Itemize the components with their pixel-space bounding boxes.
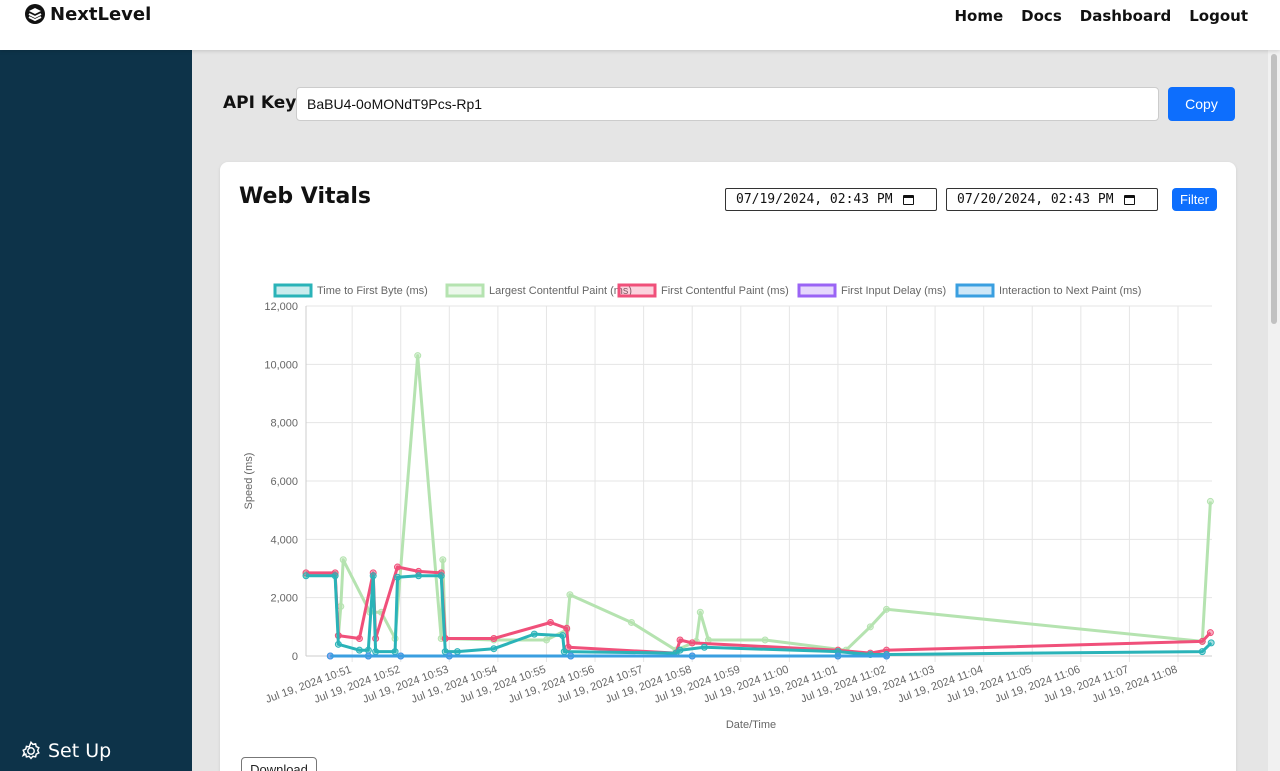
data-point — [327, 653, 333, 659]
data-point — [701, 644, 707, 650]
data-point — [689, 640, 695, 646]
data-point — [454, 649, 460, 655]
sidebar: Set Up — [0, 50, 192, 771]
legend-label: Time to First Byte (ms) — [317, 285, 428, 297]
data-point — [394, 574, 400, 580]
calendar-icon[interactable] — [903, 195, 914, 205]
x-axis-title: Date/Time — [726, 719, 776, 731]
from-date-value: 07/19/2024, 02:43 PM — [736, 192, 893, 207]
y-tick-label: 4,000 — [270, 534, 298, 546]
nav-docs-link[interactable]: Docs — [1021, 7, 1062, 25]
data-point — [867, 624, 873, 630]
data-point — [398, 653, 404, 659]
data-point — [568, 653, 574, 659]
data-point — [835, 653, 841, 659]
data-point — [543, 637, 549, 643]
data-point — [394, 564, 400, 570]
nextlevel-logo-icon — [24, 3, 46, 25]
api-key-label: API Key — [223, 93, 296, 113]
data-point — [365, 653, 371, 659]
from-date-input[interactable]: 07/19/2024, 02:43 PM — [725, 188, 937, 211]
y-tick-label: 2,000 — [270, 593, 298, 605]
data-point — [677, 647, 683, 653]
nav-dashboard-link[interactable]: Dashboard — [1080, 7, 1171, 25]
legend-label: Interaction to Next Paint (ms) — [999, 285, 1141, 297]
data-point — [677, 637, 683, 643]
copy-button[interactable]: Copy — [1168, 87, 1235, 121]
data-point — [561, 649, 567, 655]
data-point — [884, 653, 890, 659]
data-point — [762, 637, 768, 643]
data-point — [491, 636, 497, 642]
web-vitals-chart: 0 2,000 4,000 6,000 8,000 10,000 12,000 Jul 19,… — [220, 270, 1230, 740]
data-point — [1199, 649, 1205, 655]
legend-swatch — [619, 285, 655, 296]
main-nav: Home Docs Dashboard Logout — [955, 7, 1249, 25]
web-vitals-title: Web Vitals — [239, 184, 371, 209]
data-point — [356, 647, 362, 653]
data-point — [303, 573, 309, 579]
data-point — [1208, 640, 1214, 646]
data-point — [446, 653, 452, 659]
data-point — [1207, 498, 1213, 504]
legend-label: Largest Contentful Paint (ms) — [489, 285, 632, 297]
data-point — [1207, 630, 1213, 636]
data-point — [531, 631, 537, 637]
download-button[interactable]: Download — [241, 757, 317, 771]
x-tick-label: Jul 19, 2024 11:08 — [1091, 664, 1179, 706]
sidebar-item-setup[interactable]: Set Up — [20, 740, 111, 762]
setup-label: Set Up — [48, 740, 111, 762]
y-tick-label: 8,000 — [270, 418, 298, 430]
to-date-input[interactable]: 07/20/2024, 02:43 PM — [946, 188, 1158, 211]
legend-swatch — [275, 285, 311, 296]
page-scrollbar[interactable] — [1268, 50, 1280, 771]
data-point — [335, 641, 341, 647]
data-point — [491, 646, 497, 652]
brand-name: NextLevel — [50, 4, 151, 25]
to-date-value: 07/20/2024, 02:43 PM — [957, 192, 1114, 207]
data-point — [689, 653, 695, 659]
calendar-icon[interactable] — [1124, 195, 1135, 205]
legend-label: First Input Delay (ms) — [841, 285, 946, 297]
scrollbar-thumb[interactable] — [1271, 54, 1277, 324]
data-point — [1199, 638, 1205, 644]
data-point — [697, 609, 703, 615]
y-tick-label: 6,000 — [270, 476, 298, 488]
data-point — [560, 633, 566, 639]
nav-logout-link[interactable]: Logout — [1189, 7, 1248, 25]
data-point — [338, 603, 344, 609]
y-tick-label: 10,000 — [264, 359, 298, 371]
data-point — [705, 637, 711, 643]
data-point — [416, 573, 422, 579]
filter-button[interactable]: Filter — [1172, 188, 1217, 211]
gear-icon — [20, 740, 42, 762]
data-point — [392, 649, 398, 655]
api-key-input[interactable] — [296, 87, 1159, 121]
data-point — [884, 606, 890, 612]
legend-label: First Contentful Paint (ms) — [661, 285, 789, 297]
data-point — [365, 647, 371, 653]
y-axis-title: Speed (ms) — [243, 453, 255, 510]
legend-swatch — [957, 285, 993, 296]
nav-home-link[interactable]: Home — [955, 7, 1004, 25]
data-point — [440, 557, 446, 563]
y-tick-label: 0 — [292, 651, 298, 663]
data-point — [332, 573, 338, 579]
data-point — [564, 625, 570, 631]
data-point — [567, 592, 573, 598]
data-point — [628, 619, 634, 625]
top-navbar: NextLevel Home Docs Dashboard Logout — [0, 0, 1280, 50]
legend-swatch — [447, 285, 483, 296]
data-point — [548, 619, 554, 625]
legend-swatch — [799, 285, 835, 296]
brand-logo[interactable]: NextLevel — [24, 3, 151, 25]
data-point — [438, 573, 444, 579]
data-point — [356, 636, 362, 642]
data-point — [370, 573, 376, 579]
data-point — [373, 649, 379, 655]
y-tick-label: 12,000 — [264, 301, 298, 313]
data-point — [340, 557, 346, 563]
data-point — [415, 353, 421, 359]
